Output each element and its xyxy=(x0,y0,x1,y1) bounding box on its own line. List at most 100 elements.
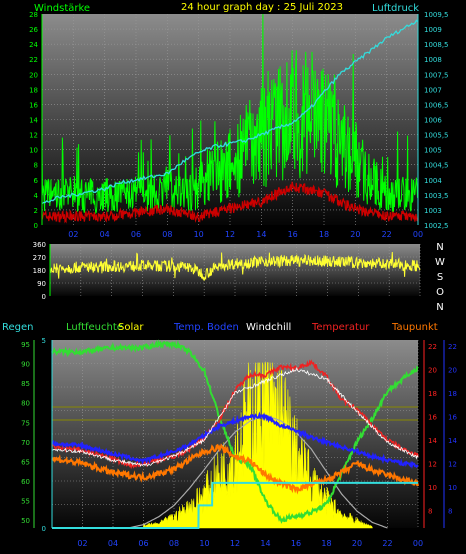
wind-tick-label: 12 xyxy=(29,132,38,140)
direction-tick-label: 180 xyxy=(33,267,46,275)
wind-tick-label: 14 xyxy=(29,117,38,125)
climate-x-tick-label: 10 xyxy=(199,539,209,548)
wind-tick-label: 18 xyxy=(29,86,38,94)
pressure-tick-label: 1009,5 xyxy=(424,11,449,19)
pressure-series xyxy=(41,19,419,205)
dewpoint-tick-label: 18 xyxy=(448,390,457,398)
pressure-tick-label: 1008 xyxy=(424,56,442,64)
compass-label: S xyxy=(437,272,443,283)
direction-tick-label: 270 xyxy=(33,254,46,262)
temperature-tick-label: 14 xyxy=(428,437,437,445)
temperature-tick-label: 16 xyxy=(428,413,437,421)
compass-label: W xyxy=(435,257,445,268)
pressure-tick-label: 1006,5 xyxy=(424,101,449,109)
dewpoint-tick-label: 20 xyxy=(448,366,457,374)
pressure-tick-label: 1005,5 xyxy=(424,132,449,140)
climate-x-tick-label: 14 xyxy=(260,539,270,548)
dewpoint-tick-label: 22 xyxy=(448,343,457,351)
wind-tick-label: 4 xyxy=(34,192,39,200)
pressure-tick-label: 1007 xyxy=(424,86,442,94)
wind-x-tick-label: 04 xyxy=(100,230,110,239)
climate-x-tick-label: 16 xyxy=(291,539,301,548)
solar-series xyxy=(143,362,373,529)
climate-x-tick-label: 08 xyxy=(169,539,179,548)
humidity-tick-label: 60 xyxy=(21,478,30,486)
wind-speed-series xyxy=(41,13,419,215)
pressure-tick-label: 1005 xyxy=(424,147,442,155)
wind-x-tick-label: 08 xyxy=(162,230,172,239)
climate-x-tick-label: 02 xyxy=(77,539,87,548)
legend-humidity: Luftfeuchte xyxy=(66,322,123,333)
wind-x-tick-label: 00 xyxy=(413,230,423,239)
ground-temp-series xyxy=(51,411,419,469)
wind-tick-label: 10 xyxy=(29,147,38,155)
humidity-tick-label: 55 xyxy=(21,498,30,506)
wind-x-tick-label: 20 xyxy=(350,230,360,239)
climate-x-tick-label: 20 xyxy=(352,539,362,548)
compass-label: N xyxy=(436,242,443,253)
legend-rain: Regen xyxy=(2,322,34,333)
pressure-tick-label: 1008,5 xyxy=(424,41,449,49)
wind-x-tick-label: 18 xyxy=(319,230,329,239)
legend-ground-temp: Temp. Boden xyxy=(173,322,239,333)
wind-tick-label: 26 xyxy=(29,26,38,34)
wind-tick-label: 16 xyxy=(29,101,38,109)
direction-tick-label: 0 xyxy=(42,293,46,301)
wind-x-tick-label: 06 xyxy=(131,230,141,239)
wind-x-tick-label: 02 xyxy=(68,230,78,239)
humidity-tick-label: 80 xyxy=(21,400,30,408)
pressure-tick-label: 1003,5 xyxy=(424,192,449,200)
legend-solar: Solar xyxy=(118,322,144,333)
humidity-tick-label: 70 xyxy=(21,439,30,447)
rain-tick-label: 5 xyxy=(42,337,46,345)
dewpoint-tick-label: 12 xyxy=(448,460,457,468)
wind-tick-label: 22 xyxy=(29,56,38,64)
wind-speed-label: Windstärke xyxy=(34,3,90,14)
pressure-tick-label: 1002,5 xyxy=(424,222,449,230)
humidity-tick-label: 75 xyxy=(21,419,30,427)
wind-min-series xyxy=(41,181,419,224)
legend-temperature: Temperatur xyxy=(311,322,370,333)
wind-direction-series xyxy=(49,251,421,282)
pressure-tick-label: 1003 xyxy=(424,207,442,215)
wind-x-tick-label: 14 xyxy=(256,230,266,239)
climate-x-tick-label: 22 xyxy=(382,539,392,548)
direction-tick-label: 90 xyxy=(37,280,46,288)
temperature-tick-label: 22 xyxy=(428,343,437,351)
pressure-tick-label: 1007,5 xyxy=(424,71,449,79)
humidity-tick-label: 90 xyxy=(21,361,30,369)
wind-tick-label: 6 xyxy=(34,177,39,185)
dewpoint-tick-label: 16 xyxy=(448,413,457,421)
wind-tick-label: 20 xyxy=(29,71,38,79)
dewpoint-series xyxy=(51,443,419,495)
wind-x-tick-label: 22 xyxy=(382,230,392,239)
humidity-tick-label: 85 xyxy=(21,380,30,388)
temperature-tick-label: 18 xyxy=(428,390,437,398)
chart-title: 24 hour graph day : 25 Juli 2023 xyxy=(181,2,343,13)
wind-x-tick-label: 10 xyxy=(194,230,204,239)
wind-tick-label: 0 xyxy=(34,222,38,230)
climate-x-tick-label: 06 xyxy=(138,539,148,548)
pressure-tick-label: 1006 xyxy=(424,117,442,125)
legend-windchill: Windchill xyxy=(246,322,291,333)
pressure-tick-label: 1004 xyxy=(424,177,442,185)
temperature-tick-label: 12 xyxy=(428,460,437,468)
dewpoint-tick-label: 8 xyxy=(448,507,452,515)
pressure-label: Luftdruck xyxy=(372,3,419,14)
humidity-tick-label: 65 xyxy=(21,458,30,466)
compass-label: O xyxy=(436,287,444,298)
rain-series xyxy=(52,481,418,529)
humidity-tick-label: 50 xyxy=(21,517,30,525)
climate-x-tick-label: 18 xyxy=(321,539,331,548)
climate-x-tick-label: 00 xyxy=(413,539,423,548)
wind-x-tick-label: 16 xyxy=(288,230,298,239)
legend-dewpoint: Taupunkt xyxy=(391,322,438,333)
wind-x-tick-label: 12 xyxy=(225,230,235,239)
temperature-tick-label: 10 xyxy=(428,484,437,492)
direction-tick-label: 360 xyxy=(33,241,46,249)
compass-label: N xyxy=(436,302,443,313)
wind-tick-label: 8 xyxy=(34,162,38,170)
pressure-tick-label: 1004,5 xyxy=(424,162,449,170)
windchill-series xyxy=(51,366,419,467)
